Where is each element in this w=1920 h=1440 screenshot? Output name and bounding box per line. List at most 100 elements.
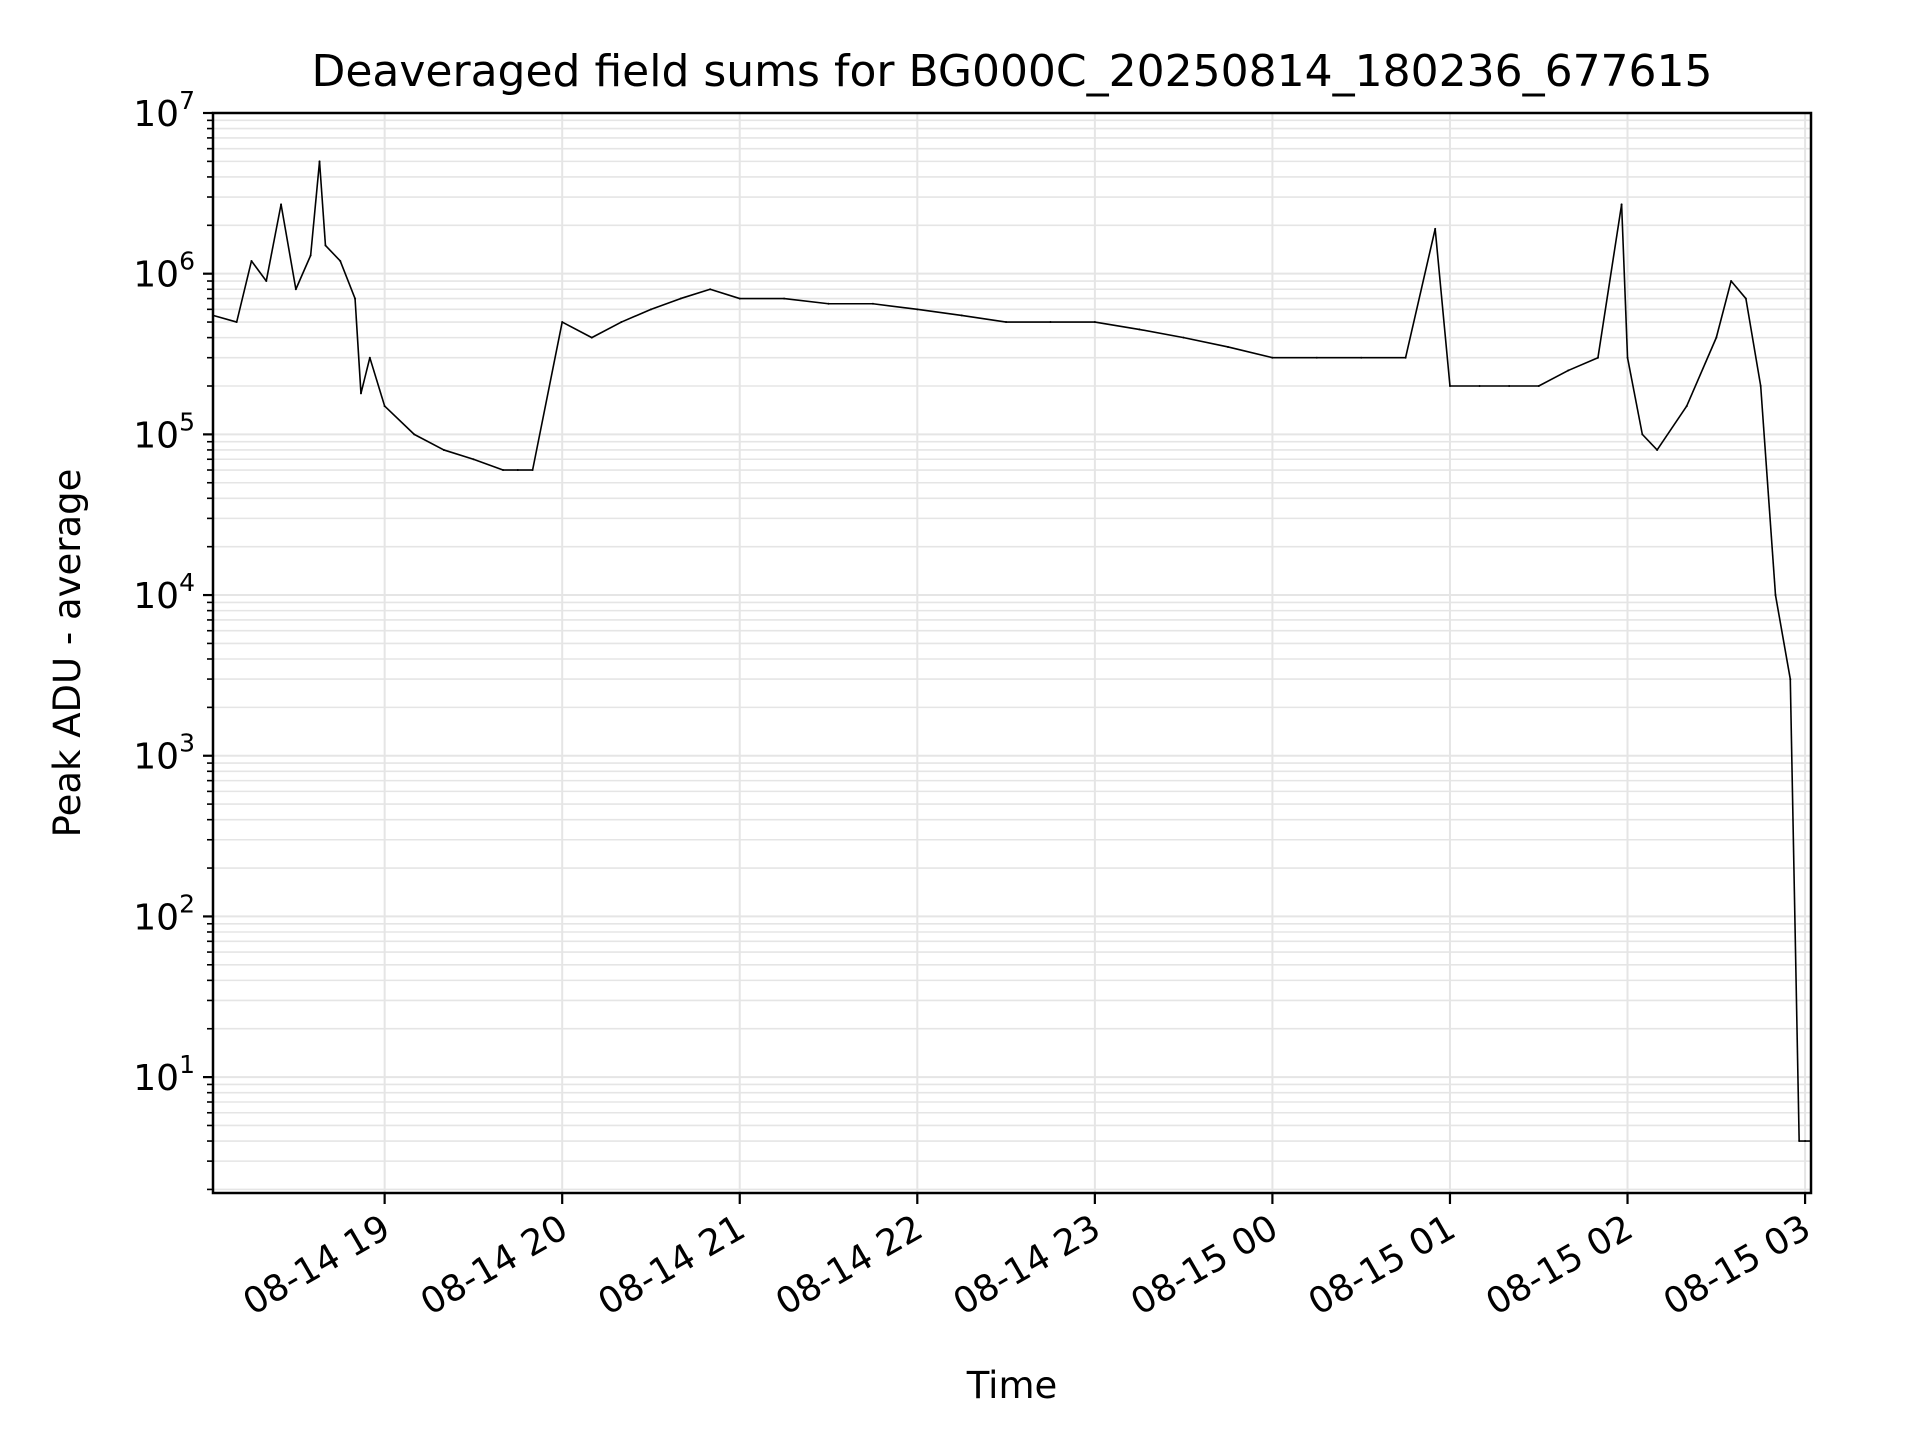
x-axis-label: Time (966, 1364, 1058, 1407)
data-point (280, 203, 283, 206)
data-point (472, 458, 475, 461)
data-point (827, 302, 830, 305)
series-line-segment (473, 458, 504, 471)
data-point (1448, 384, 1451, 387)
data-point (1537, 384, 1540, 387)
data-point (649, 308, 652, 311)
data-point (265, 280, 268, 283)
data-point (1798, 1140, 1801, 1143)
series-line-segment (1227, 346, 1273, 359)
data-point (1478, 384, 1481, 387)
y-tick-label: 105 (133, 407, 195, 456)
series-line-segment (1641, 433, 1658, 451)
series-line-segment (384, 405, 415, 435)
data-point (960, 314, 963, 317)
series-line-segment (621, 308, 652, 323)
series-line-segment (354, 298, 362, 394)
data-point (1715, 336, 1718, 339)
data-point (1626, 356, 1629, 359)
data-point (620, 321, 623, 324)
plot-frame (211, 111, 1813, 1195)
chart-title: Deaveraged field sums for BG000C_2025081… (311, 46, 1712, 97)
data-point (516, 469, 519, 472)
data-point (1508, 384, 1511, 387)
data-point (354, 297, 357, 300)
data-point (1744, 297, 1747, 300)
series-line-segment (1685, 337, 1718, 407)
series-line-segment (360, 357, 371, 394)
series-line-segment (1626, 357, 1644, 435)
series-line-segment (1745, 298, 1762, 387)
y-tick-label: 103 (133, 729, 195, 778)
series-line-segment (531, 321, 563, 471)
data-point (1804, 1140, 1807, 1143)
series-line-segment (1538, 369, 1569, 387)
data-point (383, 405, 386, 408)
y-tick-label: 106 (133, 247, 195, 296)
data-point (738, 297, 741, 300)
series-line-segment (309, 161, 321, 256)
series-line-segment (961, 314, 1007, 323)
series-line-segment (784, 297, 829, 305)
data-point (871, 302, 874, 305)
data-point (590, 336, 593, 339)
data-point (531, 469, 534, 472)
data-point (1685, 405, 1688, 408)
data-point (1093, 321, 1096, 324)
y-axis: 101 102 103 104 105 106 107 (133, 86, 213, 1191)
series-line-segment (680, 288, 711, 300)
data-area (212, 160, 1812, 1143)
data-point (783, 297, 786, 300)
data-point (1404, 356, 1407, 359)
series-line-segment (324, 244, 341, 262)
data-point (1315, 356, 1318, 359)
y-tick-label: 104 (133, 568, 195, 617)
series-line-segment (917, 308, 962, 317)
data-point (1434, 227, 1437, 230)
data-point (1641, 433, 1644, 436)
series-line-segment (265, 204, 282, 282)
data-point (1596, 356, 1599, 359)
series-line-segment (1404, 228, 1436, 358)
data-point (1138, 328, 1141, 331)
series-line-segment (650, 297, 681, 311)
data-point (1656, 448, 1659, 451)
data-point (1567, 369, 1570, 372)
y-tick-label: 107 (133, 86, 195, 135)
grid (213, 113, 1811, 1193)
series-line-segment (318, 161, 327, 246)
series-line-segment (443, 449, 474, 461)
y-tick-label: 101 (133, 1050, 195, 1099)
data-point (1005, 321, 1008, 324)
data-point (502, 469, 505, 472)
series-line-segment (1656, 405, 1688, 451)
data-point (709, 288, 712, 291)
series-line-segment (1774, 594, 1792, 680)
data-point (368, 356, 371, 359)
series-line-segment (1568, 356, 1599, 372)
series-line-segment (339, 260, 356, 299)
series-line-segment (1620, 204, 1629, 358)
series-line-segment (413, 433, 445, 451)
y-axis-label: Peak ADU - average (46, 469, 89, 838)
series-line-segment (1597, 204, 1623, 358)
data-point (1271, 356, 1274, 359)
data-point (413, 433, 416, 436)
data-point (294, 288, 297, 291)
series-line-segment (1715, 280, 1732, 338)
series-line-segment (369, 357, 386, 407)
series-line-segment (250, 260, 267, 282)
data-point (1049, 321, 1052, 324)
data-point (1759, 384, 1762, 387)
data-point (318, 160, 321, 163)
data-point (1789, 678, 1792, 681)
data-point (916, 308, 919, 311)
data-point (1620, 203, 1623, 206)
series-line-segment (235, 260, 253, 323)
data-point (442, 448, 445, 451)
series-line-segment (1139, 328, 1184, 339)
series-line-segment (1183, 336, 1229, 348)
series-line-segment (709, 288, 740, 300)
